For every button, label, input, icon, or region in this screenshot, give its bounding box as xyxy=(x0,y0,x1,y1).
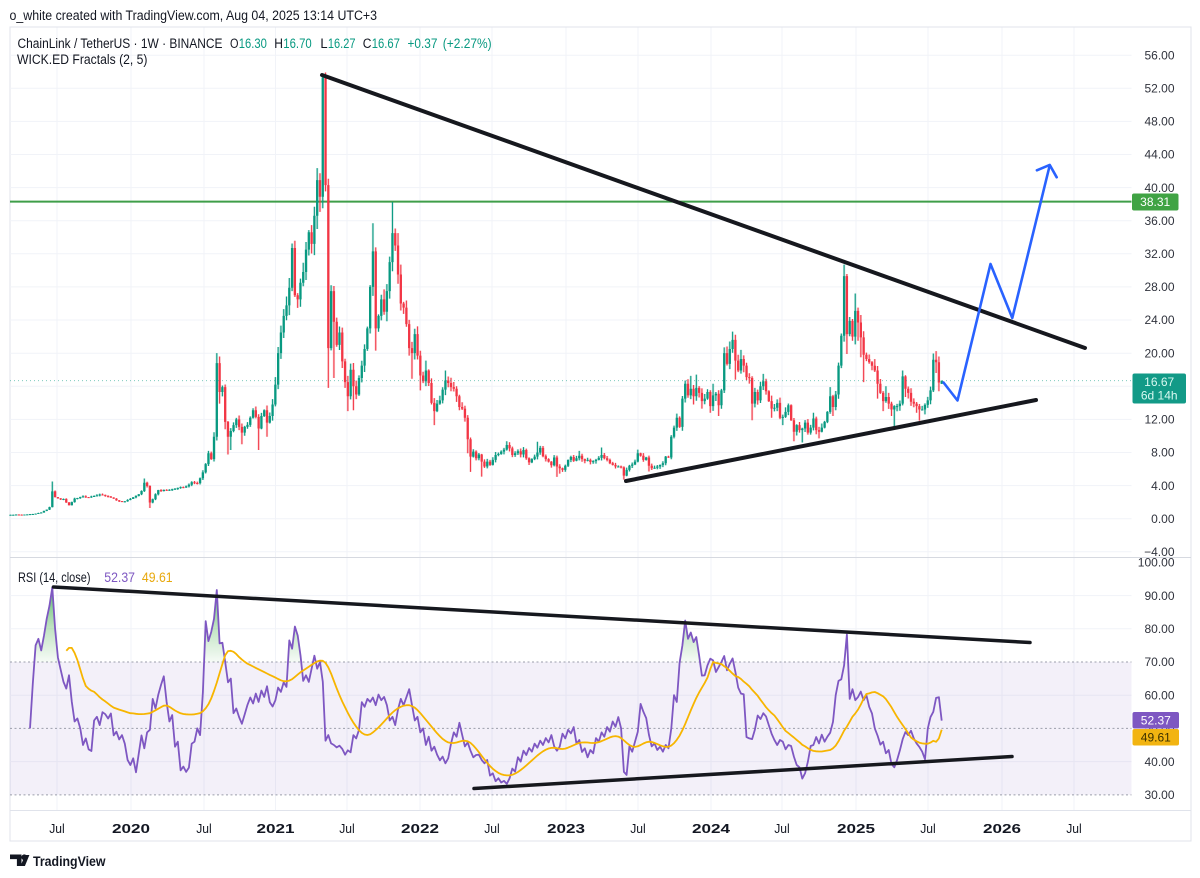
svg-text:12.00: 12.00 xyxy=(1144,413,1174,427)
svg-text:52.37: 52.37 xyxy=(104,570,135,585)
svg-text:Jul: Jul xyxy=(484,822,500,836)
svg-text:2023: 2023 xyxy=(547,821,585,836)
svg-text:16.67: 16.67 xyxy=(372,36,400,51)
svg-text:TradingView: TradingView xyxy=(33,854,106,869)
svg-text:o_white created with TradingVi: o_white created with TradingView.com, Au… xyxy=(10,8,378,23)
svg-text:Jul: Jul xyxy=(1066,822,1082,836)
svg-text:Jul: Jul xyxy=(196,822,212,836)
svg-text:6d 14h: 6d 14h xyxy=(1141,388,1178,402)
svg-text:40.00: 40.00 xyxy=(1144,181,1174,195)
svg-text:Jul: Jul xyxy=(920,822,936,836)
svg-text:Jul: Jul xyxy=(49,822,65,836)
svg-text:52.37: 52.37 xyxy=(1141,714,1171,728)
svg-text:48.00: 48.00 xyxy=(1144,115,1174,129)
svg-text:8.00: 8.00 xyxy=(1151,446,1175,460)
svg-text:Jul: Jul xyxy=(774,822,790,836)
svg-text:−4.00: −4.00 xyxy=(1144,545,1175,559)
svg-text:36.00: 36.00 xyxy=(1144,214,1174,228)
svg-text:Jul: Jul xyxy=(630,822,646,836)
svg-text:90.00: 90.00 xyxy=(1144,589,1174,603)
svg-text:49.61: 49.61 xyxy=(142,570,173,585)
svg-text:100.00: 100.00 xyxy=(1138,556,1175,570)
svg-text:16.67: 16.67 xyxy=(1144,375,1174,389)
svg-text:H: H xyxy=(274,36,283,51)
svg-text:56.00: 56.00 xyxy=(1144,48,1174,62)
svg-text:40.00: 40.00 xyxy=(1144,755,1174,769)
svg-text:2026: 2026 xyxy=(983,821,1021,836)
svg-text:80.00: 80.00 xyxy=(1144,622,1174,636)
svg-text:30.00: 30.00 xyxy=(1144,788,1174,802)
svg-text:2021: 2021 xyxy=(257,821,295,836)
svg-text:(+2.27%): (+2.27%) xyxy=(443,36,492,51)
svg-text:WICK.ED Fractals (2, 5): WICK.ED Fractals (2, 5) xyxy=(17,52,148,67)
svg-text:16.70: 16.70 xyxy=(283,36,311,51)
svg-text:20.00: 20.00 xyxy=(1144,346,1174,360)
svg-text:28.00: 28.00 xyxy=(1144,280,1174,294)
svg-text:70.00: 70.00 xyxy=(1144,655,1174,669)
svg-text:O: O xyxy=(230,36,239,51)
svg-text:2022: 2022 xyxy=(401,821,439,836)
svg-text:38.31: 38.31 xyxy=(1140,195,1170,209)
svg-text:L: L xyxy=(320,36,328,51)
svg-text:32.00: 32.00 xyxy=(1144,247,1174,261)
svg-text:ChainLink / TetherUS · 1W · BI: ChainLink / TetherUS · 1W · BINANCE xyxy=(18,36,223,51)
svg-text:60.00: 60.00 xyxy=(1144,688,1174,702)
svg-text:24.00: 24.00 xyxy=(1144,313,1174,327)
svg-text:4.00: 4.00 xyxy=(1151,479,1175,493)
svg-text:16.27: 16.27 xyxy=(328,36,356,51)
svg-text:44.00: 44.00 xyxy=(1144,148,1174,162)
svg-text:+0.37: +0.37 xyxy=(408,36,438,51)
svg-text:2025: 2025 xyxy=(837,821,875,836)
svg-text:0.00: 0.00 xyxy=(1151,512,1175,526)
svg-text:52.00: 52.00 xyxy=(1144,82,1174,96)
svg-text:C: C xyxy=(363,36,372,51)
svg-text:Jul: Jul xyxy=(339,822,355,836)
svg-text:2020: 2020 xyxy=(112,821,150,836)
svg-text:2024: 2024 xyxy=(692,821,731,836)
svg-text:RSI (14, close): RSI (14, close) xyxy=(18,570,91,585)
svg-text:49.61: 49.61 xyxy=(1141,731,1171,745)
svg-text:16.30: 16.30 xyxy=(239,36,267,51)
